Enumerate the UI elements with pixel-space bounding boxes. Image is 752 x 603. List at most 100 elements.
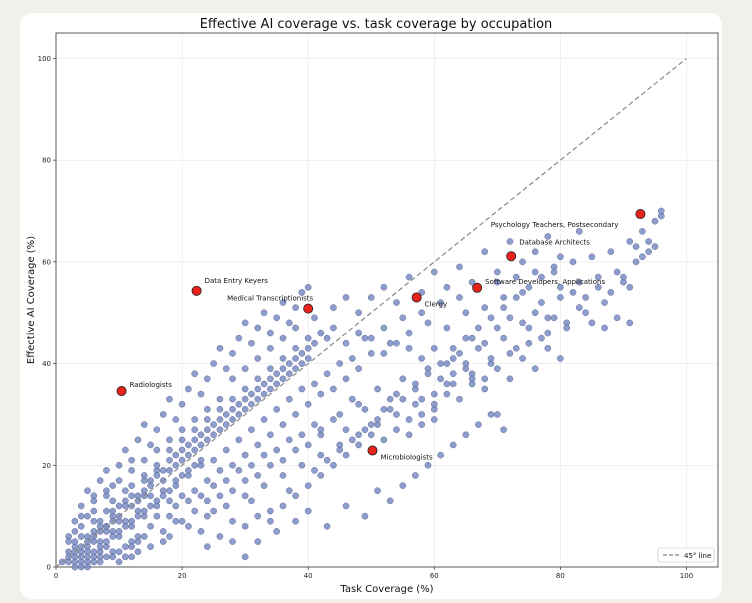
data-point	[361, 426, 369, 433]
data-point	[632, 243, 640, 250]
data-point	[481, 385, 489, 393]
data-point	[241, 523, 249, 530]
data-point	[235, 400, 243, 408]
data-point	[349, 436, 356, 444]
x-axis-label: Task Coverage (%)	[339, 584, 433, 595]
data-point	[204, 375, 211, 383]
data-point	[241, 385, 249, 393]
data-point	[285, 319, 293, 327]
highlighted-point	[191, 285, 202, 296]
data-point	[260, 309, 268, 317]
data-point	[229, 350, 236, 357]
data-point	[96, 543, 104, 550]
data-point	[210, 507, 217, 515]
data-point	[449, 345, 457, 352]
data-point	[386, 497, 394, 505]
data-point	[122, 553, 129, 561]
data-point	[626, 319, 634, 327]
data-point	[185, 385, 192, 393]
data-point	[109, 482, 117, 489]
highlighted-point	[116, 386, 127, 397]
data-point	[77, 512, 85, 520]
data-point	[254, 385, 262, 393]
data-point	[147, 482, 154, 489]
data-point	[449, 370, 457, 378]
data-point	[380, 406, 388, 413]
data-point	[172, 461, 180, 469]
data-point	[191, 446, 199, 454]
data-point	[323, 523, 331, 530]
data-point	[342, 339, 350, 347]
data-point	[222, 365, 230, 372]
data-point	[594, 283, 602, 291]
data-point	[405, 329, 413, 337]
data-point	[115, 528, 123, 535]
data-point	[229, 395, 236, 403]
data-point	[71, 528, 79, 535]
data-point	[494, 278, 501, 286]
data-point	[134, 548, 142, 556]
data-point	[122, 446, 129, 454]
data-point	[159, 492, 167, 500]
data-point	[519, 258, 526, 266]
data-point	[109, 507, 117, 515]
data-point	[342, 451, 350, 459]
data-point	[569, 258, 577, 266]
data-point	[449, 380, 457, 388]
data-point	[210, 360, 217, 367]
data-point	[651, 217, 659, 225]
data-point	[267, 431, 274, 439]
data-point	[191, 370, 199, 378]
data-point	[506, 238, 514, 245]
data-point	[292, 492, 299, 500]
data-point	[103, 538, 110, 545]
data-point	[361, 512, 369, 520]
highlight-label: Clergy	[425, 300, 447, 308]
data-point	[122, 502, 129, 510]
data-point	[298, 350, 306, 357]
highlight-label: Data Entry Keyers	[205, 277, 269, 285]
data-point	[248, 339, 255, 347]
data-point	[323, 334, 331, 342]
highlight-layer: Data Entry Keyers Medical Transcriptionis…	[116, 209, 646, 462]
data-point	[399, 375, 407, 383]
legend: 45° line	[657, 547, 715, 563]
data-point	[311, 380, 318, 388]
data-point	[285, 487, 293, 495]
data-point	[248, 461, 255, 469]
data-point	[216, 416, 224, 423]
data-point	[229, 517, 236, 525]
data-point	[475, 345, 482, 352]
data-point	[90, 548, 98, 556]
data-point	[71, 558, 79, 566]
data-point	[109, 533, 117, 540]
data-point	[292, 365, 299, 372]
data-point	[355, 365, 362, 372]
data-point	[393, 299, 400, 306]
data-point	[367, 431, 375, 439]
data-point	[594, 273, 602, 281]
data-point	[147, 543, 154, 550]
data-point	[386, 395, 394, 403]
data-point	[412, 472, 419, 479]
data-point	[229, 487, 236, 495]
data-point	[544, 233, 552, 240]
data-point	[279, 421, 287, 428]
data-point	[241, 395, 249, 403]
data-point	[462, 360, 470, 367]
data-point	[588, 319, 596, 327]
data-point	[456, 350, 463, 357]
highlight-label: Radiologists	[130, 381, 173, 389]
data-point	[96, 477, 104, 484]
chart-title: Effective AI coverage vs. task coverage …	[199, 17, 553, 32]
data-point	[569, 289, 577, 296]
highlighted-point	[411, 292, 422, 303]
data-point	[330, 324, 337, 332]
data-point	[96, 517, 104, 525]
data-point	[582, 309, 589, 317]
y-axis-label: Effective AI Coverage (%)	[26, 236, 37, 364]
data-point	[311, 421, 318, 428]
data-point	[412, 380, 419, 388]
data-point	[191, 436, 199, 444]
